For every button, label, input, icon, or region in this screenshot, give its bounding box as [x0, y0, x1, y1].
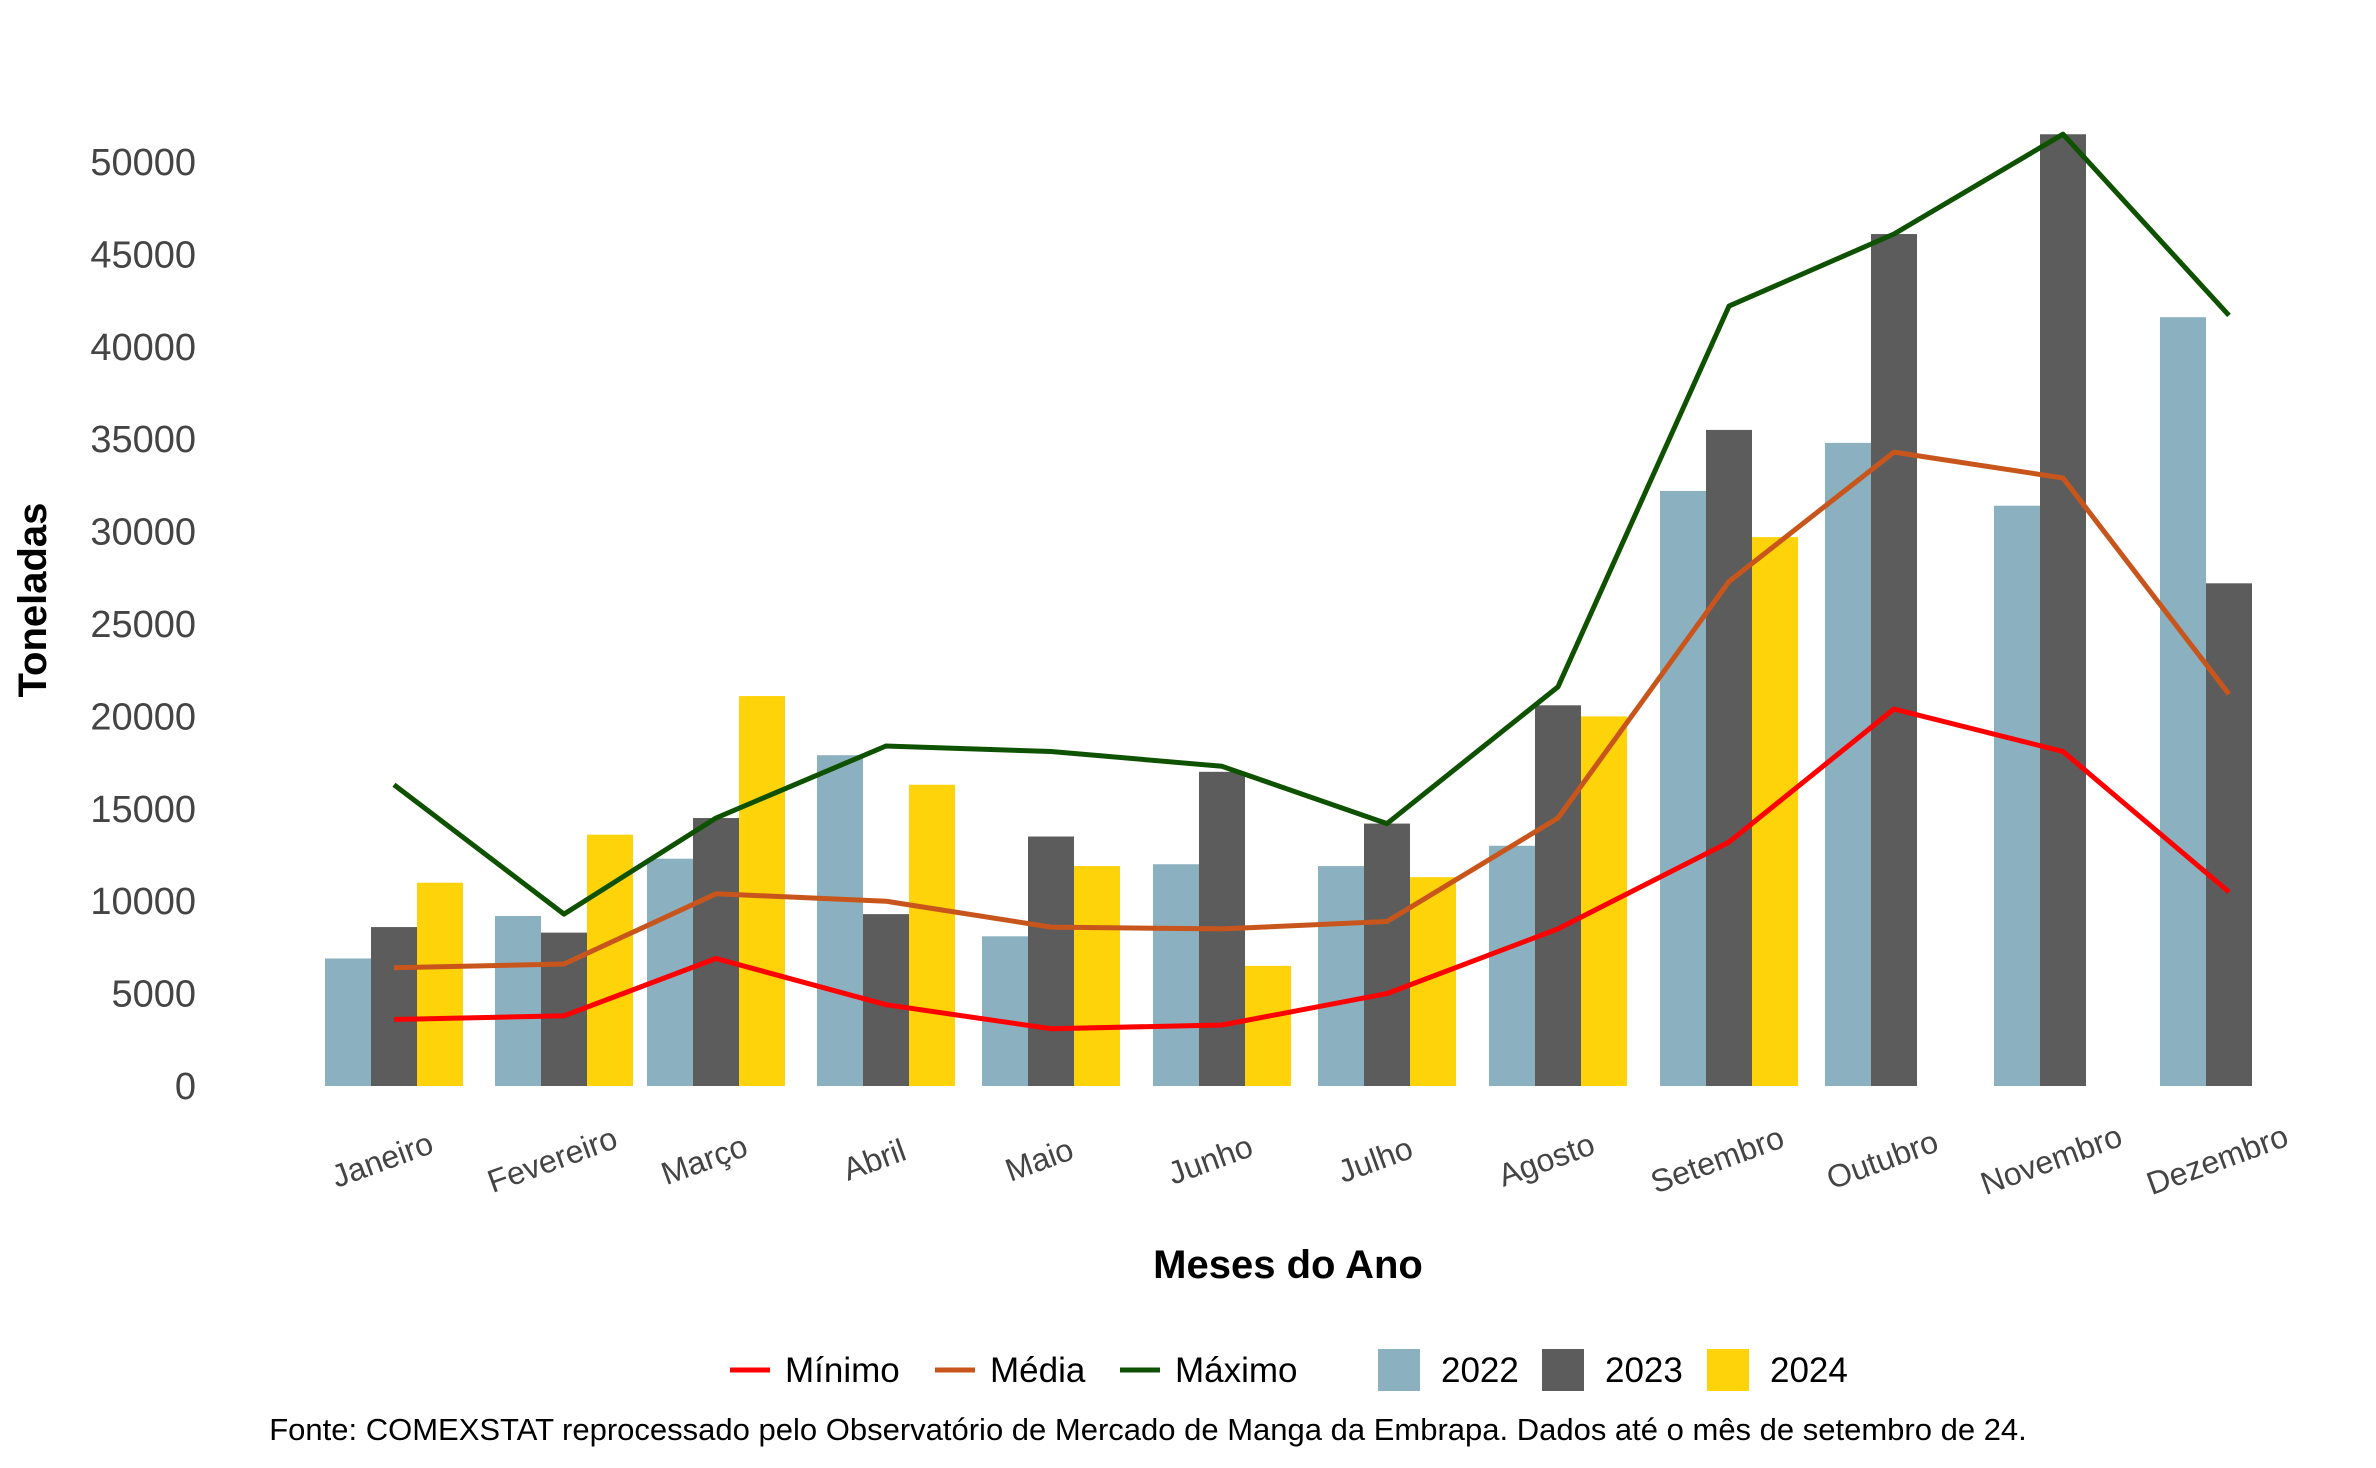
bar-2023-marco	[693, 818, 739, 1086]
x-tick-label-novembro: Novembro	[1976, 1118, 2127, 1202]
bar-2024-marco	[739, 696, 785, 1086]
bar-2023-outubro	[1871, 234, 1917, 1086]
bar-2023-maio	[1028, 836, 1074, 1086]
bar-2022-abril	[817, 755, 863, 1086]
y-tick-label: 50000	[90, 142, 196, 184]
legend-label-2023: 2023	[1605, 1351, 1683, 1390]
bars-layer	[325, 134, 2252, 1087]
bar-2024-agosto	[1581, 716, 1627, 1086]
bar-2024-abril	[909, 784, 955, 1086]
x-tick-label-fevereiro: Fevereiro	[483, 1120, 622, 1200]
bar-2023-julho	[1364, 823, 1410, 1086]
y-tick-label: 30000	[90, 512, 196, 554]
y-tick-label: 10000	[90, 881, 196, 923]
bar-2023-janeiro	[371, 927, 417, 1086]
bar-2023-setembro	[1706, 429, 1752, 1086]
bar-2022-dezembro	[2160, 317, 2206, 1086]
legend-swatch-2022	[1378, 1349, 1420, 1391]
y-tick-label: 20000	[90, 696, 196, 738]
bar-2022-maio	[982, 936, 1028, 1086]
bar-2022-julho	[1318, 866, 1364, 1086]
legend: Mínimo Média Máximo 2022 2023 2024	[730, 1349, 1848, 1391]
line-minimo	[393, 706, 2231, 1032]
x-tick-label-setembro: Setembro	[1646, 1119, 1789, 1200]
legend-label-2024: 2024	[1770, 1351, 1848, 1390]
x-tick-label-abril: Abril	[838, 1132, 910, 1188]
legend-label-media: Média	[990, 1351, 1086, 1390]
bar-2024-setembro	[1752, 537, 1798, 1086]
line-media	[393, 449, 2231, 971]
y-tick-label: 0	[175, 1066, 196, 1108]
bar-2022-junho	[1153, 864, 1199, 1086]
bar-2023-dezembro	[2206, 583, 2252, 1086]
x-tick-label-maio: Maio	[1000, 1131, 1077, 1189]
bar-2022-outubro	[1825, 442, 1871, 1086]
bar-2022-setembro	[1660, 490, 1706, 1087]
x-tick-label-agosto: Agosto	[1493, 1126, 1599, 1194]
y-tick-label: 5000	[111, 974, 196, 1016]
bar-2024-janeiro	[417, 882, 463, 1086]
legend-swatch-2023	[1542, 1349, 1584, 1391]
x-tick-label-marco: Março	[656, 1128, 752, 1192]
y-tick-label: 45000	[90, 234, 196, 276]
y-axis-ticks: 0 5000 10000 15000 20000 25000 30000 35000 40000…	[90, 142, 196, 1108]
legend-swatch-2024	[1707, 1349, 1749, 1391]
y-tick-label: 40000	[90, 327, 196, 369]
lines-layer	[392, 131, 2231, 1032]
y-axis-title: Toneladas	[11, 503, 55, 698]
x-axis-title: Meses do Ano	[1153, 1243, 1423, 1287]
x-tick-label-junho: Junho	[1163, 1128, 1257, 1192]
bar-2022-janeiro	[325, 958, 371, 1086]
source-note: Fonte: COMEXSTAT reprocessado pelo Obser…	[269, 1412, 2027, 1447]
bar-2022-fevereiro	[495, 915, 541, 1086]
x-tick-label-janeiro: Janeiro	[327, 1125, 438, 1195]
bar-2022-agosto	[1489, 845, 1535, 1086]
bar-2022-novembro	[1994, 505, 2040, 1086]
x-axis-ticks: Janeiro Fevereiro Março Abril Maio Junho Julho…	[327, 1118, 2293, 1202]
legend-label-minimo: Mínimo	[785, 1351, 900, 1390]
y-tick-label: 25000	[90, 604, 196, 646]
y-tick-label: 35000	[90, 419, 196, 461]
x-tick-label-outubro: Outubro	[1822, 1123, 1943, 1196]
x-tick-label-julho: Julho	[1333, 1130, 1417, 1190]
line-maximo	[392, 131, 2231, 917]
bar-2023-novembro	[2040, 134, 2086, 1087]
legend-label-2022: 2022	[1441, 1351, 1519, 1390]
bar-2024-maio	[1074, 866, 1120, 1086]
x-tick-label-dezembro: Dezembro	[2142, 1118, 2293, 1202]
bar-2024-junho	[1245, 965, 1291, 1086]
bar-2023-agosto	[1535, 705, 1581, 1086]
legend-label-maximo: Máximo	[1175, 1351, 1298, 1390]
y-tick-label: 15000	[90, 789, 196, 831]
